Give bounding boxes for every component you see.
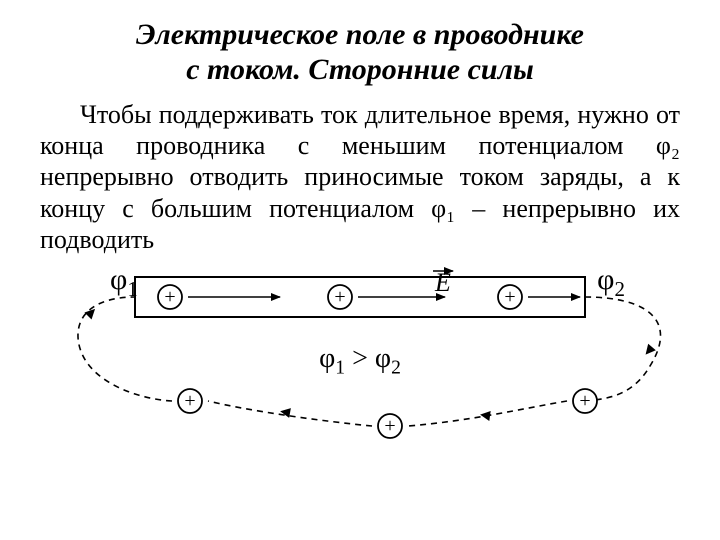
charge-top-0-plus: + — [164, 286, 175, 308]
title-line-1: Электрическое поле в проводнике — [136, 18, 584, 51]
charge-loop-1-plus: + — [384, 415, 395, 437]
inequality-label: φ1 > φ2 — [319, 343, 401, 380]
charge-top-1-plus: + — [334, 286, 345, 308]
e-vector-label: E — [434, 268, 451, 297]
loop-arrowhead-icon — [642, 344, 656, 358]
loop-arrowhead-icon — [479, 410, 490, 421]
phi1-symbol: φ — [110, 263, 127, 296]
phi1-label: φ1 — [110, 263, 138, 302]
body-paragraph: Чтобы поддерживать ток длительное время,… — [40, 99, 680, 255]
phi2-label: φ2 — [597, 263, 625, 302]
conductor-diagram: φ1 φ2 φ1 > φ2 E++++++ — [40, 261, 680, 461]
phi2-sub: 2 — [615, 277, 626, 301]
charge-loop-0-plus: + — [184, 390, 195, 412]
loop-arrowhead-icon — [279, 406, 291, 418]
phi2-symbol: φ — [597, 263, 614, 296]
charge-top-2-plus: + — [504, 286, 515, 308]
phi1-sub: 1 — [127, 277, 138, 301]
title-line-2: с током. Сторонние силы — [186, 53, 534, 86]
slide-title: Электрическое поле в проводнике с током.… — [40, 18, 680, 87]
charge-loop-2-plus: + — [579, 390, 590, 412]
